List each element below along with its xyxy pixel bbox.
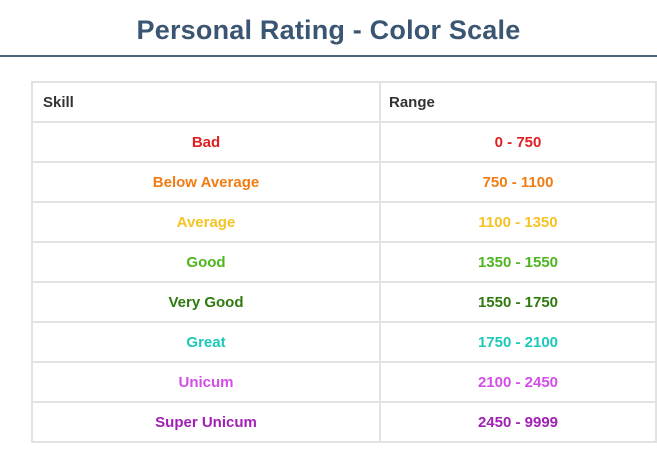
table-row: Average 1100 - 1350 — [31, 201, 657, 243]
skill-cell: Good — [31, 241, 381, 283]
page-title: Personal Rating - Color Scale — [136, 15, 521, 45]
table-row: Below Average 750 - 1100 — [31, 161, 657, 203]
page-header: Personal Rating - Color Scale — [0, 0, 657, 57]
table-row: Great 1750 - 2100 — [31, 321, 657, 363]
range-cell: 1100 - 1350 — [379, 201, 657, 243]
range-cell: 750 - 1100 — [379, 161, 657, 203]
skill-cell: Bad — [31, 121, 381, 163]
skill-cell: Super Unicum — [31, 401, 381, 443]
range-cell: 1550 - 1750 — [379, 281, 657, 323]
table-row: Good 1350 - 1550 — [31, 241, 657, 283]
range-cell: 1350 - 1550 — [379, 241, 657, 283]
skill-cell: Very Good — [31, 281, 381, 323]
skill-cell: Below Average — [31, 161, 381, 203]
skill-cell: Unicum — [31, 361, 381, 403]
skill-cell: Average — [31, 201, 381, 243]
range-cell: 1750 - 2100 — [379, 321, 657, 363]
column-header-skill: Skill — [31, 81, 381, 123]
table-header-row: Skill Range — [31, 81, 657, 123]
table-row: Unicum 2100 - 2450 — [31, 361, 657, 403]
table-row: Very Good 1550 - 1750 — [31, 281, 657, 323]
range-cell: 2450 - 9999 — [379, 401, 657, 443]
rating-table: Skill Range Bad 0 - 750 Below Average 75… — [31, 81, 657, 443]
table-row: Super Unicum 2450 - 9999 — [31, 401, 657, 443]
column-header-range: Range — [379, 81, 657, 123]
table-row: Bad 0 - 750 — [31, 121, 657, 163]
range-cell: 0 - 750 — [379, 121, 657, 163]
skill-cell: Great — [31, 321, 381, 363]
range-cell: 2100 - 2450 — [379, 361, 657, 403]
